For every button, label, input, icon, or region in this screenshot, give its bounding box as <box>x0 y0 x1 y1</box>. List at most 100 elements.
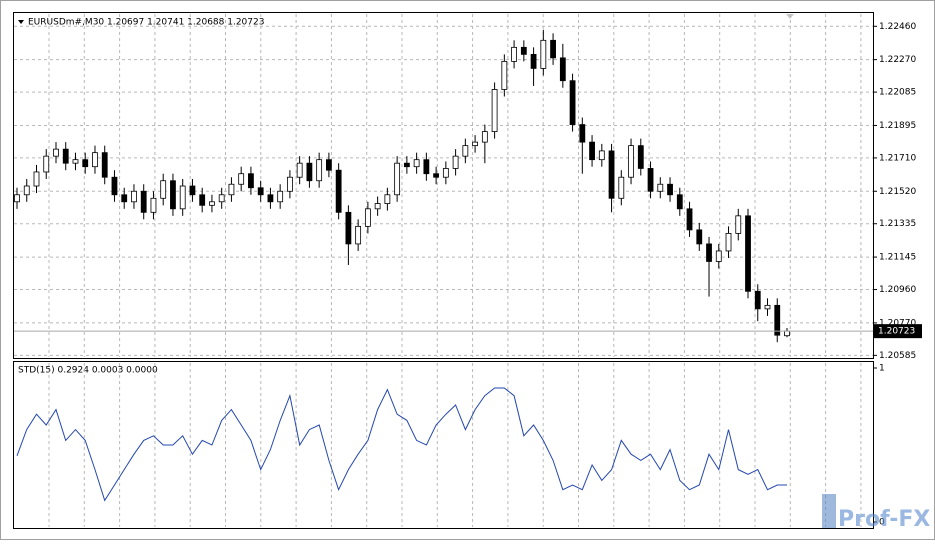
plot-layer: 1.22460 1.22270 1.22085 1.21895 1.21710 1.215… <box>14 14 922 528</box>
candle-body <box>501 60 508 90</box>
candle-body <box>140 190 147 213</box>
candle-body <box>667 183 673 196</box>
candle-body <box>14 194 20 203</box>
last-price-box <box>874 324 922 339</box>
candle-body <box>345 211 352 245</box>
y-tick-label: 1.22270 <box>879 55 916 65</box>
y-tick-label: 1.21335 <box>879 219 916 229</box>
candle-body <box>355 225 362 245</box>
candle-body <box>598 150 605 161</box>
candle-body <box>62 148 69 164</box>
candle-body <box>150 197 157 213</box>
candle-body <box>628 145 634 178</box>
y-tick-label: 1 <box>879 364 885 374</box>
candle-body <box>384 194 391 204</box>
candle-body <box>374 203 381 210</box>
candle-body <box>92 152 98 168</box>
candle-body <box>462 145 469 157</box>
candle-body <box>248 173 254 189</box>
candle-body <box>715 250 722 262</box>
candle-body <box>520 46 527 55</box>
candle-body <box>23 185 30 196</box>
candle-body <box>199 194 206 206</box>
candle-body <box>618 176 625 199</box>
candle-body <box>442 168 449 178</box>
candle-body <box>774 304 781 336</box>
candle-body <box>257 187 264 196</box>
y-tick-label: 1.20960 <box>879 285 916 295</box>
candle-body <box>316 159 323 182</box>
indicator-title: STD(15) 0.2924 0.0003 0.0000 <box>18 366 158 376</box>
candle-body <box>53 148 59 157</box>
candle-body <box>287 176 293 192</box>
candle-body <box>637 145 644 169</box>
candle-body <box>179 185 186 210</box>
y-tick-label: 1.20770 <box>879 318 916 328</box>
y-tick-label: 1.22460 <box>879 22 916 32</box>
candle-body <box>511 46 517 62</box>
candle-body <box>696 229 703 245</box>
candle-body <box>491 89 498 132</box>
candle-body <box>82 159 89 168</box>
candle-body <box>72 159 79 164</box>
candle-body <box>579 124 586 143</box>
candle-body <box>306 162 313 182</box>
candle-body <box>160 180 167 199</box>
chart-title: EURUSDm#,M30 1.20697 1.20741 1.20688 1.2… <box>28 18 264 28</box>
candle-body <box>403 162 410 168</box>
candle-body <box>277 190 284 203</box>
y-tick-label: 0 <box>879 518 885 528</box>
candle-body <box>784 330 790 337</box>
candle-body <box>43 155 50 173</box>
candle-body <box>267 194 274 203</box>
y-tick-label: 1.22085 <box>879 88 916 98</box>
candle-body <box>725 232 732 252</box>
candle-body <box>472 141 479 147</box>
std-line <box>16 387 787 502</box>
candle-body <box>530 53 537 69</box>
candle-body <box>325 159 332 171</box>
candle-body <box>559 57 566 82</box>
logo-bar <box>822 494 836 528</box>
candle-body <box>111 176 118 196</box>
candle-body <box>189 185 196 196</box>
candle-body <box>481 131 488 143</box>
y-tick-label: 1.21895 <box>879 121 916 131</box>
candle-body <box>335 169 342 213</box>
y-tick-label: 1.21520 <box>879 187 916 197</box>
candle-body <box>540 39 547 69</box>
y-tick-label: 1.21145 <box>879 253 916 263</box>
candle-body <box>754 290 761 310</box>
y-tick-label: 1.21710 <box>879 153 916 163</box>
price-panel <box>13 12 874 359</box>
candle-body <box>550 39 556 59</box>
candle-body <box>764 304 771 310</box>
candle-body <box>131 190 137 203</box>
candle-body <box>33 171 40 187</box>
candle-body <box>394 162 401 196</box>
candle-body <box>238 173 245 185</box>
candle-body <box>647 168 654 192</box>
candle-body <box>676 194 683 210</box>
candle-body <box>608 150 615 199</box>
watermark: Prof-FX <box>838 507 930 532</box>
candle-body <box>706 243 712 262</box>
candle-body <box>657 183 664 192</box>
candle-body <box>101 152 108 178</box>
candle-body <box>209 201 215 206</box>
candle-body <box>170 180 176 210</box>
candle-body <box>745 215 751 292</box>
candle-body <box>433 173 440 178</box>
candle-body <box>589 141 595 161</box>
candle-body <box>413 159 420 168</box>
candle-body <box>228 183 235 196</box>
candle-body <box>423 159 430 175</box>
candle-body <box>686 208 693 231</box>
candle-body <box>569 80 576 125</box>
y-tick-label: 1.20585 <box>879 351 916 361</box>
candle-body <box>452 155 459 169</box>
menu-arrow <box>18 20 24 24</box>
candle-body <box>296 162 303 178</box>
